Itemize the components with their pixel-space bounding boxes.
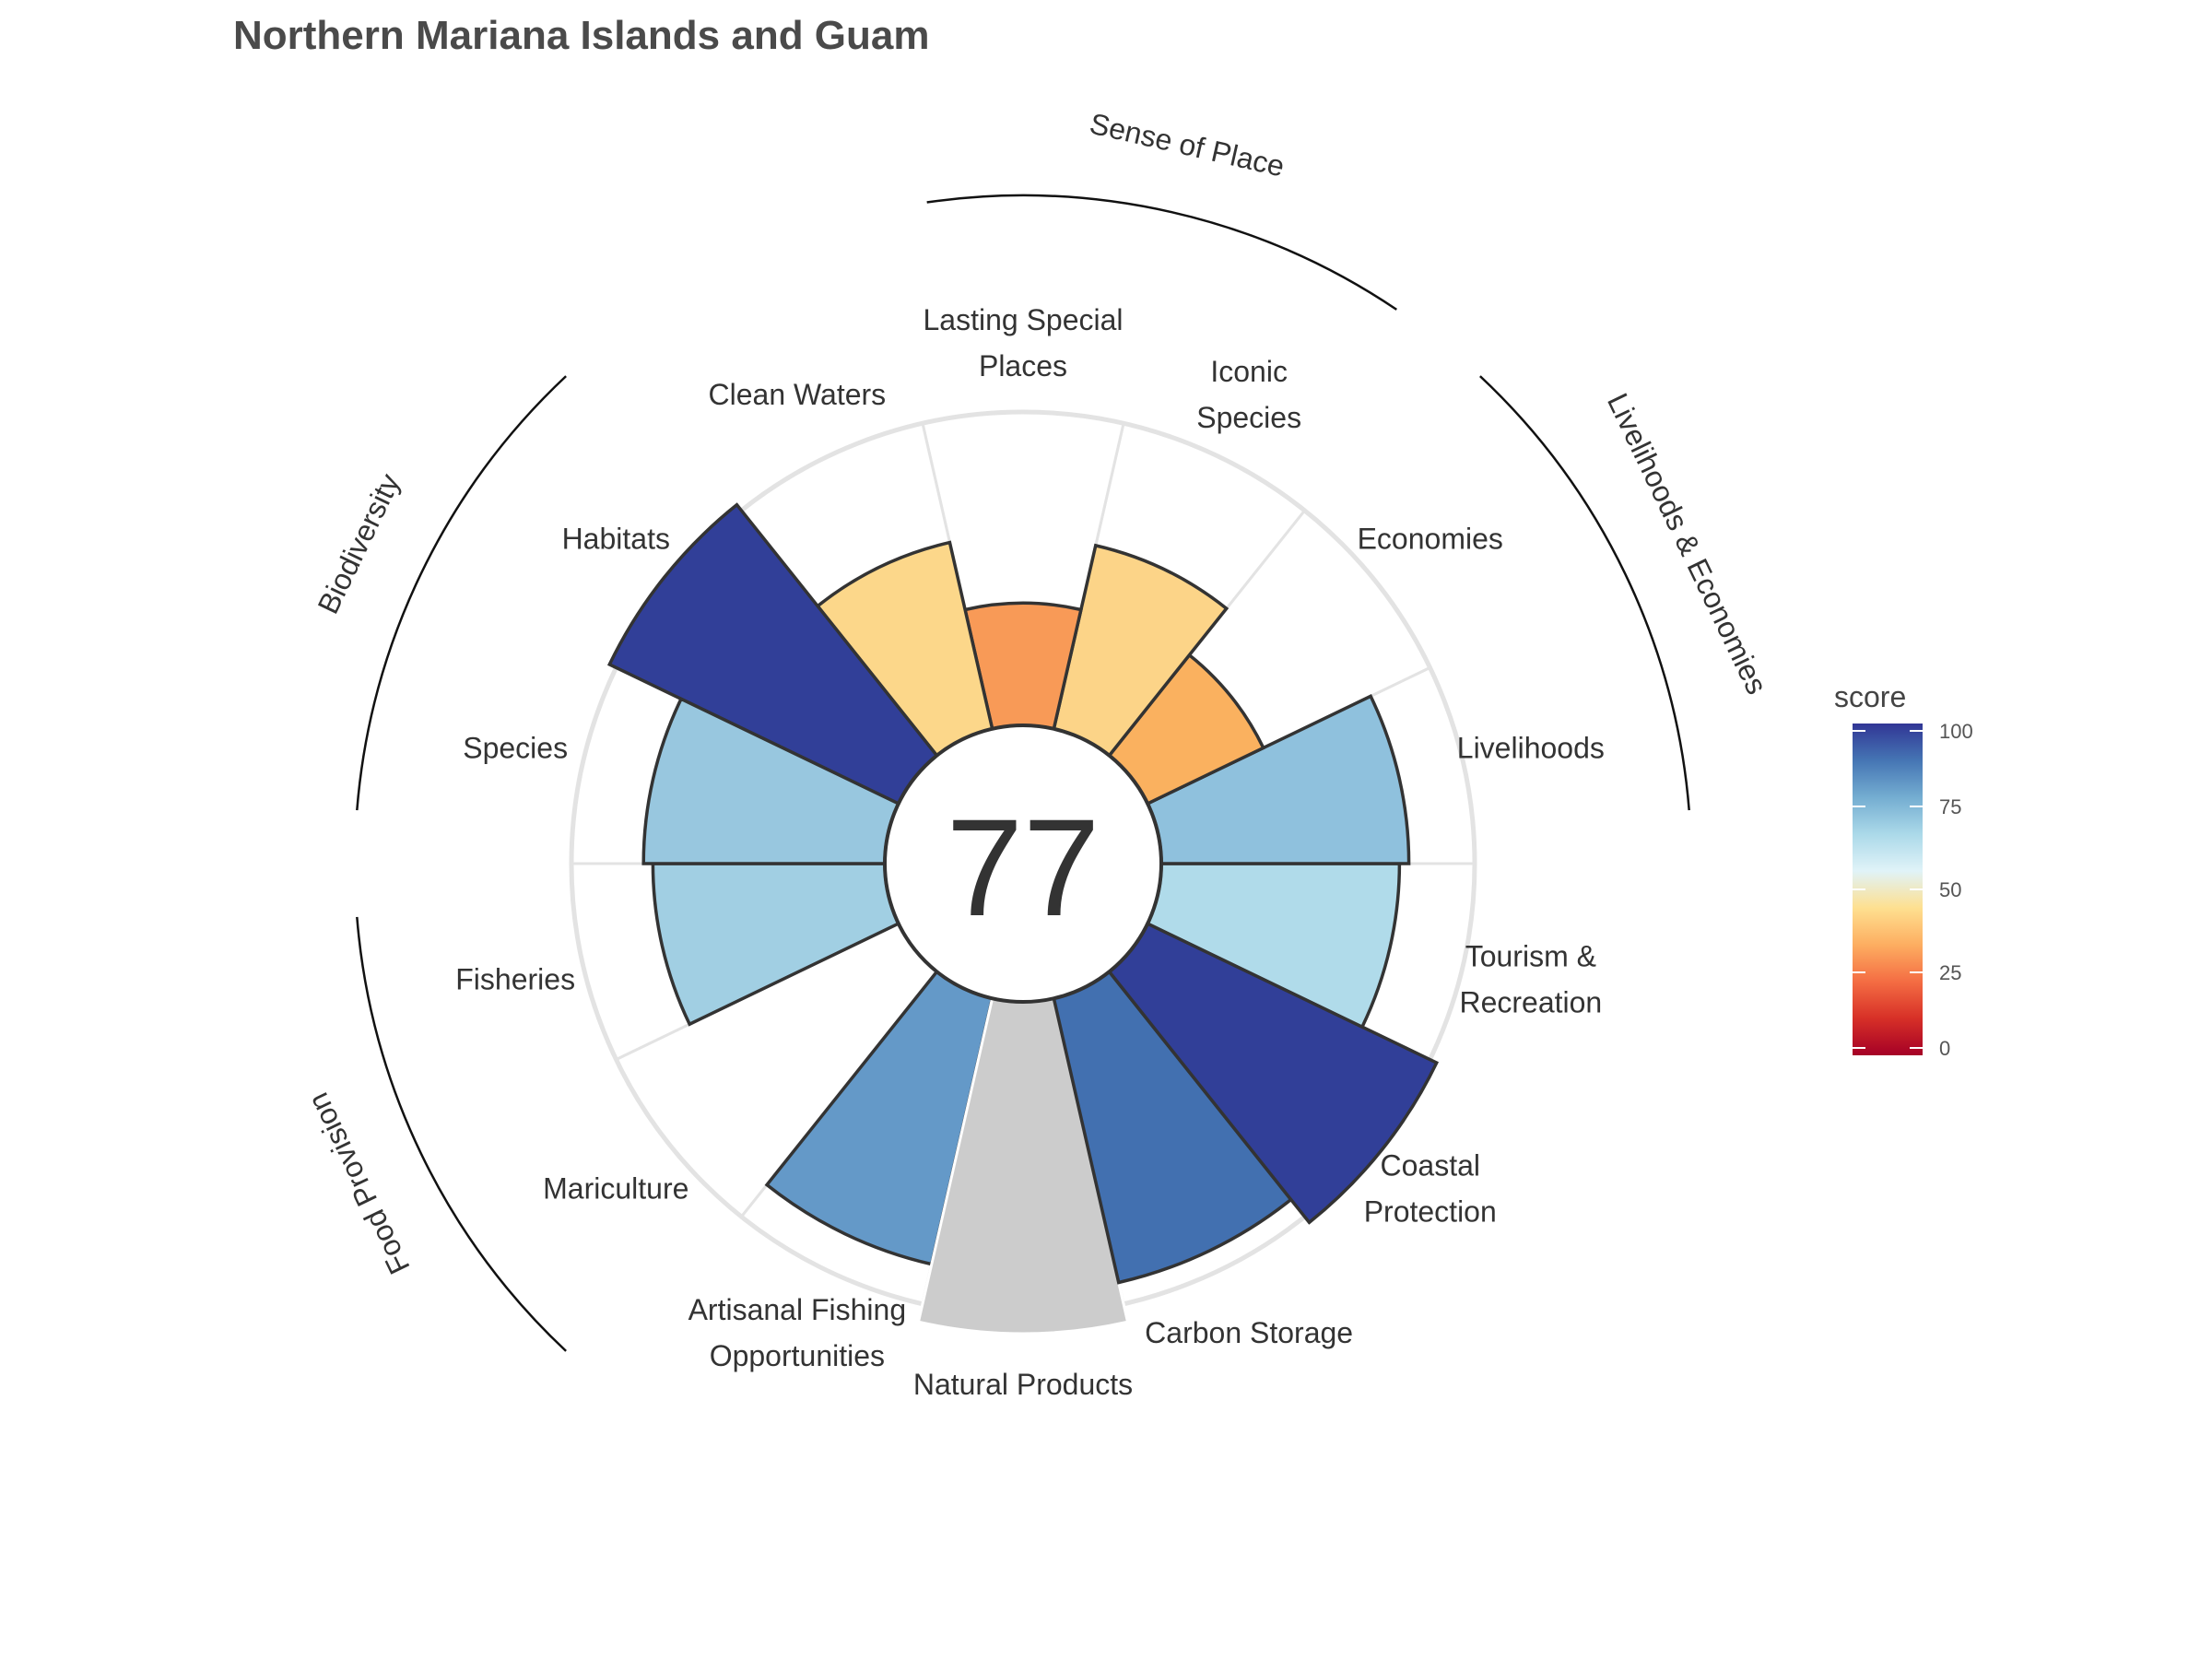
group-arc-sense-of-place	[926, 194, 1397, 311]
center-circle	[883, 724, 1163, 1004]
colorbar: score 100 75 50 25 0	[1834, 680, 1973, 1060]
group-label-biodiversity: Biodiversity	[312, 468, 406, 618]
petal-label-artisanal-fishing-opportunities: Artisanal Fishing Opportunities	[688, 1293, 907, 1372]
center-score: 77	[947, 790, 1100, 945]
colorbar-title: score	[1834, 680, 1906, 713]
petal-label-clean-waters: Clean Waters	[709, 378, 887, 411]
group-arc-biodiversity	[356, 375, 567, 811]
group-label-livelihoods-economies: Livelihoods & Economies	[1601, 388, 1774, 700]
petal-label-natural-products: Natural Products	[913, 1368, 1133, 1401]
group-arc-livelihoods-economies	[1479, 375, 1690, 811]
chart-title: Northern Mariana Islands and Guam	[233, 13, 930, 58]
colorbar-tick-label: 75	[1939, 795, 1961, 818]
petal-label-lasting-special-places: Lasting Special Places	[923, 303, 1123, 382]
petal-label-mariculture: Mariculture	[543, 1171, 688, 1205]
petal-label-layer: Fisheries Mariculture Artisanal Fishing Opp…	[455, 303, 1605, 1401]
petal-layer	[606, 502, 1440, 1335]
petal-label-coastal-protection: Coastal Protection	[1364, 1148, 1497, 1228]
group-label-sense-of-place: Sense of Place	[1087, 107, 1288, 183]
petal-label-habitats: Habitats	[562, 523, 670, 556]
center-layer: 77	[883, 724, 1163, 1004]
petal-label-livelihoods: Livelihoods	[1457, 731, 1605, 764]
petal-label-carbon-storage: Carbon Storage	[1145, 1316, 1353, 1349]
petal-label-fisheries: Fisheries	[455, 963, 575, 996]
colorbar-tick-label: 25	[1939, 961, 1961, 984]
group-label-food-provision: Food Provision	[301, 1088, 417, 1279]
colorbar-tick-label: 100	[1939, 720, 1973, 743]
colorbar-tick-label: 50	[1939, 878, 1961, 901]
petal-label-economies: Economies	[1358, 523, 1503, 556]
petal-label-iconic-species: Iconic Species	[1196, 355, 1301, 434]
colorbar-tick-label: 0	[1939, 1037, 1950, 1060]
petal-label-species: Species	[463, 731, 568, 764]
petal-label-tourism-recreation: Tourism & Recreation	[1459, 940, 1602, 1019]
group-arc-food-provision	[356, 916, 567, 1352]
